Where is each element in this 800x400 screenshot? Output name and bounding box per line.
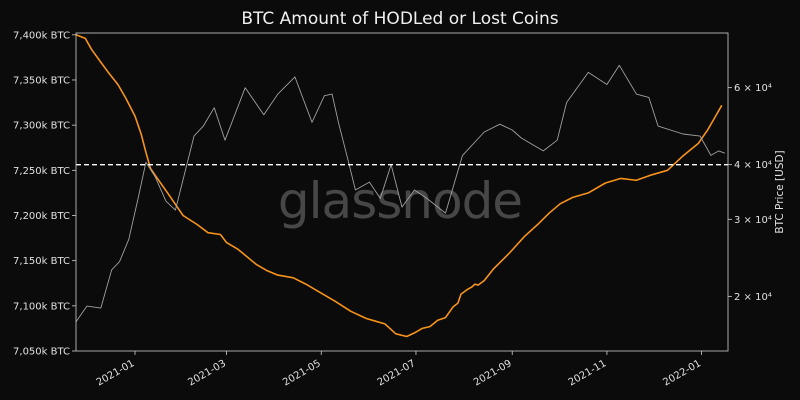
left-axis-tick-label: 7,250k BTC xyxy=(13,166,70,177)
x-axis-tick-label: 2021-05 xyxy=(281,358,323,388)
left-axis-tick-label: 7,300k BTC xyxy=(13,121,70,132)
x-axis-tick-label: 2021-03 xyxy=(186,358,228,388)
right-axis-tick-label: 2 × 10⁴ xyxy=(734,292,772,303)
series-line-btc-price xyxy=(75,64,726,322)
x-axis-tick-label: 2021-09 xyxy=(472,358,514,388)
x-axis-tick-label: 2021-11 xyxy=(567,358,609,388)
left-axis-tick-label: 7,350k BTC xyxy=(13,75,70,86)
plot-frame xyxy=(75,32,729,352)
x-axis-tick-label: 2021-07 xyxy=(376,358,418,388)
left-axis-tick-label: 7,050k BTC xyxy=(13,347,70,358)
left-axis-tick-label: 7,200k BTC xyxy=(13,211,70,222)
right-axis-tick-label: 6 × 10⁴ xyxy=(734,83,772,94)
left-axis-tick-label: 7,150k BTC xyxy=(13,256,70,267)
left-axis-tick-label: 7,400k BTC xyxy=(13,30,70,41)
right-axis-label: BTC Price [USD] xyxy=(774,150,786,233)
x-axis-tick-label: 2022-01 xyxy=(661,358,703,388)
chart-title: BTC Amount of HODLed or Lost Coins xyxy=(241,9,559,29)
right-axis-tick-label: 4 × 10⁴ xyxy=(734,160,772,171)
right-axis-tick-label: 3 × 10⁴ xyxy=(734,215,772,226)
x-axis-tick-label: 2021-01 xyxy=(95,358,137,388)
series-line-hodled-btc xyxy=(75,34,723,338)
left-axis-tick-label: 7,100k BTC xyxy=(13,301,70,312)
